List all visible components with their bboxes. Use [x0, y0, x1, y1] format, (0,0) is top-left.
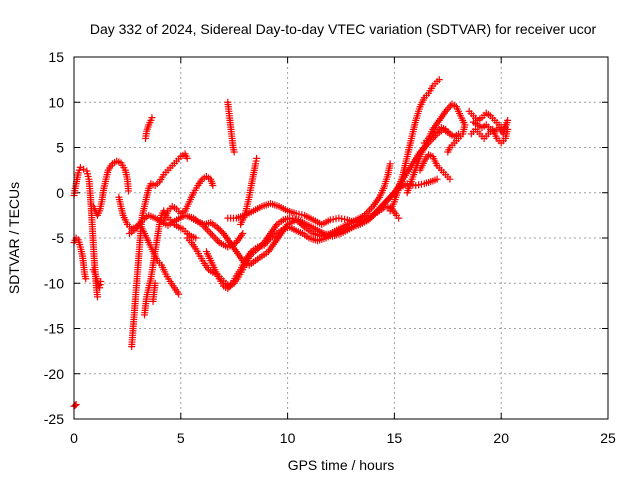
data-point-marker — [215, 225, 223, 233]
data-point-marker — [395, 214, 403, 222]
data-point-marker — [209, 182, 217, 190]
data-markers — [70, 76, 512, 410]
y-tick-label: 15 — [48, 49, 64, 65]
x-tick-label: 0 — [70, 430, 78, 446]
y-tick-label: -25 — [44, 411, 64, 427]
data-point-marker — [454, 130, 462, 138]
y-tick-label: 5 — [56, 140, 64, 156]
data-point-marker — [97, 277, 105, 285]
grid-layer — [74, 57, 608, 419]
data-point-marker — [183, 154, 191, 162]
data-point-marker — [213, 223, 221, 231]
x-tick-label: 15 — [387, 430, 403, 446]
data-point-marker — [239, 229, 247, 237]
y-tick-label: -20 — [44, 366, 64, 382]
x-axis-label: GPS time / hours — [288, 457, 395, 473]
x-tick-label: 10 — [280, 430, 296, 446]
data-point-marker — [386, 160, 394, 168]
y-tick-label: 10 — [48, 94, 64, 110]
data-point-marker — [230, 148, 238, 156]
y-tick-label: -15 — [44, 321, 64, 337]
y-tick-label: -10 — [44, 275, 64, 291]
data-point-marker — [253, 154, 261, 162]
data-point-marker — [175, 290, 183, 298]
y-tick-label: -5 — [52, 230, 65, 246]
data-point-marker — [192, 234, 200, 242]
data-point-marker — [93, 293, 101, 301]
data-point-marker — [216, 226, 224, 234]
data-point-marker — [71, 401, 79, 409]
data-point-marker — [435, 76, 443, 84]
data-point-marker — [124, 187, 132, 195]
x-tick-labels: 0 5 10 15 20 25 — [70, 430, 616, 446]
data-point-marker — [446, 175, 454, 183]
data-point-marker — [82, 275, 90, 283]
data-point-marker — [148, 114, 156, 122]
plot-frame — [73, 56, 609, 420]
x-tick-label: 5 — [177, 430, 185, 446]
x-tick-label: 20 — [493, 430, 509, 446]
y-tick-label: 0 — [56, 185, 64, 201]
data-point-marker — [433, 175, 441, 183]
data-point-marker — [504, 116, 512, 124]
y-axis-label: SDTVAR / TECUs — [6, 182, 22, 294]
x-tick-label: 25 — [600, 430, 616, 446]
data-point-marker — [299, 222, 307, 230]
data-point-marker — [444, 148, 452, 156]
chart-title: Day 332 of 2024, Sidereal Day-to-day VTE… — [90, 21, 597, 37]
y-tick-labels: -25 -20 -15 -10 -5 0 5 10 15 — [44, 49, 64, 427]
data-point-marker — [151, 279, 159, 287]
